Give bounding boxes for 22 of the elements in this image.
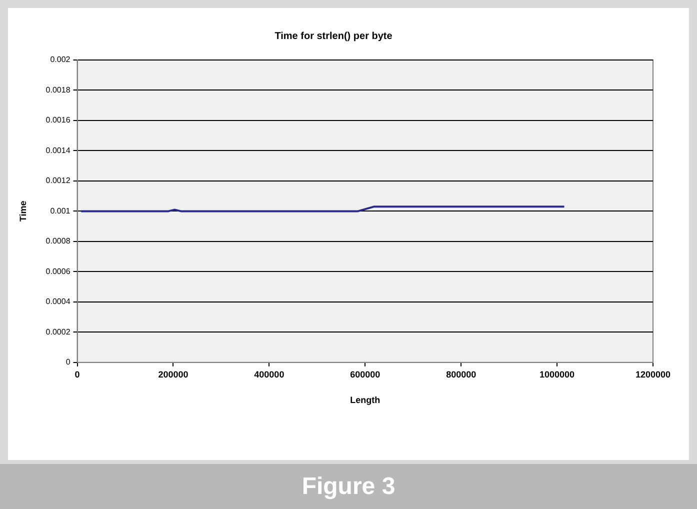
x-tick-label: 600000 bbox=[350, 369, 380, 380]
x-axis-title: Length bbox=[350, 395, 380, 406]
y-tick-label: 0.0014 bbox=[46, 146, 71, 155]
y-tick-label: 0.002 bbox=[50, 55, 71, 64]
y-tick-label: 0 bbox=[66, 358, 71, 367]
x-tick-label: 400000 bbox=[254, 369, 284, 380]
y-tick-label: 0.0016 bbox=[46, 116, 71, 125]
x-tick-label: 1000000 bbox=[540, 369, 575, 380]
x-tick-label: 800000 bbox=[446, 369, 476, 380]
chart-title: Time for strlen() per byte bbox=[274, 30, 393, 42]
x-tick-label: 0 bbox=[74, 369, 80, 380]
y-tick-label: 0.0008 bbox=[46, 236, 71, 246]
caption: Figure 3 bbox=[0, 464, 697, 509]
y-tick-label: 0.0018 bbox=[46, 85, 71, 94]
y-tick-label: 0.0012 bbox=[46, 176, 71, 186]
y-tick-label: 0.0002 bbox=[46, 327, 71, 336]
y-tick-label: 0.0006 bbox=[46, 266, 71, 276]
y-tick-label: 0.001 bbox=[50, 206, 71, 216]
y-tick-label: 0.0004 bbox=[46, 297, 71, 306]
x-tick-label: 1200000 bbox=[635, 369, 671, 380]
y-axis-title: Time bbox=[18, 200, 28, 222]
x-tick-label: 200000 bbox=[158, 369, 188, 380]
